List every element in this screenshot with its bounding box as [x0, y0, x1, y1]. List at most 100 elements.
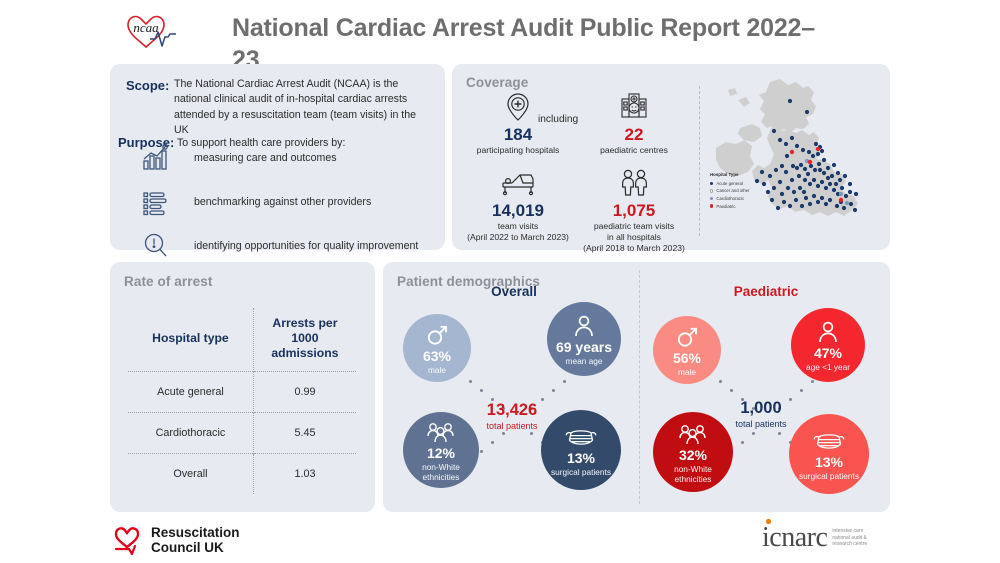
legend-dot-icon [710, 181, 714, 185]
column-header-arrest-rate: Arrests per 1000 admissions [252, 308, 356, 372]
rate-of-arrest-table: Hospital type Arrests per 1000 admission… [128, 308, 356, 494]
table-row: Overall 1.03 [128, 453, 356, 494]
scope-text: The National Cardiac Arrest Audit (NCAA)… [174, 78, 417, 137]
rcuk-text: Resuscitation Council UK [142, 525, 240, 555]
page-title: National Cardiac Arrest Audit Public Rep… [232, 14, 815, 74]
coverage-stat: 184 participating hospitals [460, 90, 576, 156]
total-patients-caption: total patients [486, 421, 538, 431]
coverage-stat-caption: participating hospitals [476, 145, 560, 155]
cell-arrest-rate: 1.03 [252, 453, 356, 494]
resuscitation-council-uk-logo: Resuscitation Council UK [112, 524, 240, 556]
uk-hospital-map: Hospital Type Acute general Cancer and o… [710, 76, 885, 244]
legend-label: Cancer and other [716, 188, 750, 194]
purpose-item-label: measuring care and outcomes [194, 152, 337, 164]
bubble-caption: mean age [565, 355, 603, 366]
demographics-divider [639, 270, 640, 504]
patient-demographics-title: Patient demographics [397, 274, 541, 289]
patient-demographics-panel: Patient demographics Overall [383, 262, 890, 512]
icnarc-tagline-line-1: intensive care [832, 528, 864, 535]
cell-arrest-rate: 5.45 [252, 412, 356, 454]
coverage-stat-value: 14,019 [492, 201, 544, 220]
coverage-title: Coverage [466, 75, 529, 90]
two-children-icon [576, 166, 692, 200]
person-avatar-icon [816, 318, 840, 344]
map-legend-item: Acute general [710, 180, 778, 188]
overall-heading: Overall [491, 284, 537, 299]
bubble-value: 13% [814, 453, 844, 470]
bubble-value: 56% [672, 349, 702, 366]
male-gender-icon [425, 321, 449, 347]
coverage-stat-value: 184 [503, 125, 533, 144]
total-patients-value: 13,426 [486, 401, 538, 419]
coverage-stat-caption: paediatric centres [600, 145, 668, 155]
connector-dots [719, 380, 765, 416]
bubble-caption: non-White ethnicities [674, 463, 712, 484]
bubble-caption: surgical patients [799, 470, 859, 481]
surgical-mask-icon [564, 423, 598, 449]
coverage-stats: 184 participating hospitals [460, 90, 692, 253]
purpose-item: identifying opportunities for quality im… [132, 224, 442, 268]
rcuk-line-2: Council UK [151, 540, 224, 555]
male-gender-icon [675, 323, 699, 349]
purpose-item-label: benchmarking against other providers [194, 196, 372, 208]
total-patients-caption: total patients [735, 419, 787, 429]
demographics-paediatric-group: Paediatric [641, 284, 891, 508]
demographic-bubble-male: 56% male [653, 316, 721, 384]
demographic-bubble-age-under-one: 47% age <1 year [791, 308, 865, 382]
coverage-stat: 1,075 paediatric team visits in all hosp… [576, 166, 692, 255]
legend-dot-icon [710, 189, 714, 193]
icnarc-wordmark: icnarc [762, 522, 828, 553]
svg-text:ncaa: ncaa [133, 20, 159, 35]
heart-tick-icon [114, 527, 140, 556]
icnarc-tagline-line-3: research centre [832, 541, 868, 548]
legend-label: Cardiothoracic [716, 195, 745, 201]
overall-total-patients: 13,426 total patients [452, 400, 572, 432]
icnarc-tagline-line-2: national audit & [832, 534, 867, 541]
cell-arrest-rate: 0.99 [252, 371, 356, 413]
coverage-stat-value: 22 [624, 125, 644, 144]
icnarc-logo: icnarc intensive care national audit & r… [762, 519, 867, 553]
bubble-value: 32% [678, 446, 708, 463]
demographic-bubble-non-white: 12% non-White ethnicities [403, 412, 479, 488]
map-legend-item: Cancer and other [710, 187, 778, 195]
table-row: Acute general 0.99 [128, 371, 356, 413]
purpose-text: To support health care providers by: [177, 137, 346, 149]
demographics-overall-group: Overall [389, 284, 639, 508]
coverage-panel: Coverage including 184 participating hos… [452, 64, 890, 253]
demographic-bubble-mean-age: 69 years mean age [547, 302, 621, 376]
icnarc-tagline: intensive care national audit & research… [827, 528, 867, 552]
person-avatar-icon [572, 312, 596, 338]
scope-purpose-panel: Scope: The National Cardiac Arrest Audit… [110, 64, 445, 257]
demographic-bubble-surgical: 13% surgical patients [541, 410, 621, 490]
coverage-stat-caption: paediatric team visits in all hospitals … [583, 221, 685, 254]
legend-dot-icon [710, 204, 714, 208]
bubble-value: 69 years [555, 338, 613, 355]
map-legend: Hospital Type Acute general Cancer and o… [710, 172, 778, 210]
bubble-value: 63% [422, 347, 452, 364]
cell-hospital-type: Cardiothoracic [128, 412, 254, 454]
map-legend-title: Hospital Type [710, 172, 739, 177]
total-patients-value: 1,000 [740, 399, 782, 417]
coverage-divider [699, 86, 700, 236]
bubble-caption: age <1 year [805, 361, 851, 372]
map-legend-item: Cardiothoracic [710, 195, 778, 203]
bubble-value: 47% [813, 344, 843, 361]
paediatric-hospital-icon [576, 90, 692, 124]
legend-dot-icon [710, 196, 714, 201]
demographic-bubble-non-white: 32% non-White ethnicities [653, 412, 733, 492]
rcuk-line-1: Resuscitation [151, 525, 240, 540]
bubble-caption: non-White ethnicities [422, 461, 460, 482]
bar-chart-growth-icon [132, 143, 178, 173]
connector-dots [769, 380, 815, 416]
purpose-label: Purpose: [118, 135, 175, 150]
benchmark-list-icon [132, 187, 178, 217]
connector-dots [521, 380, 567, 416]
paediatric-total-patients: 1,000 total patients [701, 398, 821, 430]
rate-of-arrest-panel: Rate of arrest Hospital type Arrests per… [110, 262, 375, 512]
cell-hospital-type: Overall [128, 453, 254, 494]
paediatric-heading: Paediatric [733, 284, 799, 299]
coverage-stat: 14,019 team visits (April 2022 to March … [460, 166, 576, 243]
connector-dots [469, 380, 515, 416]
demographic-bubble-surgical: 13% surgical patients [789, 414, 869, 494]
